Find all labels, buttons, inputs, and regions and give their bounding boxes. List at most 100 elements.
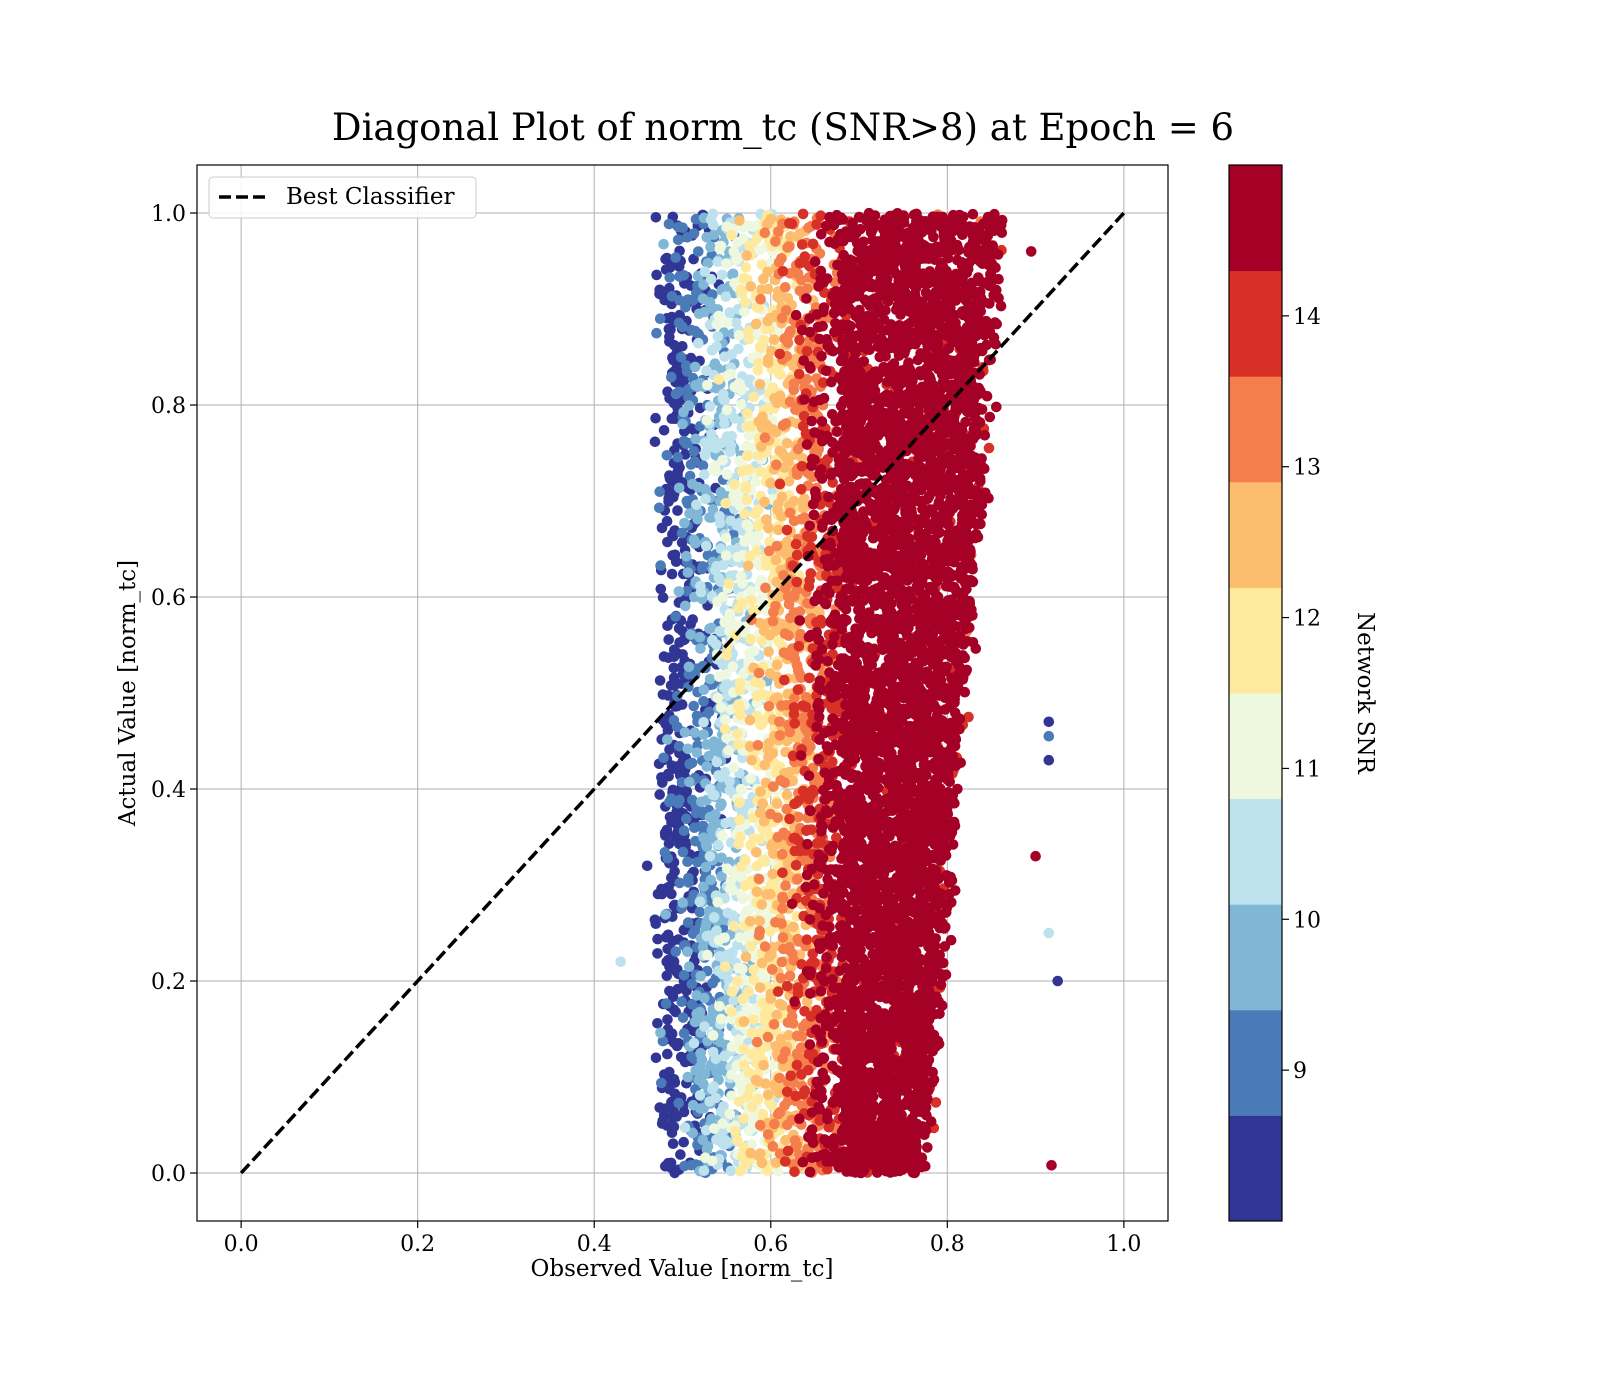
scatter-point	[706, 345, 718, 356]
scatter-point	[670, 556, 682, 567]
scatter-point	[815, 614, 826, 626]
scatter-point	[743, 464, 755, 476]
scatter-point	[663, 838, 675, 850]
scatter-point	[779, 777, 790, 788]
scatter-point	[755, 466, 766, 478]
scatter-point	[771, 1084, 783, 1095]
scatter-point	[654, 789, 665, 800]
scatter-point	[784, 507, 796, 519]
scatter-point	[720, 532, 732, 544]
scatter-point	[680, 600, 691, 612]
scatter-point	[687, 928, 699, 939]
scatter-point	[737, 963, 748, 975]
scatter-point	[698, 279, 709, 290]
scatter-point	[794, 258, 806, 269]
scatter-point	[795, 750, 807, 761]
scatter-point	[728, 246, 740, 257]
scatter-point	[692, 514, 703, 525]
scatter-point	[772, 986, 784, 997]
scatter-point	[678, 825, 690, 837]
scatter-point	[705, 273, 717, 285]
scatter-point	[658, 651, 670, 662]
scatter-point	[789, 653, 801, 665]
scatter-point	[656, 888, 668, 900]
scatter-point	[740, 297, 751, 308]
scatter-point	[793, 368, 805, 380]
scatter-point	[737, 893, 749, 905]
scatter-point	[805, 363, 816, 374]
scatter-point	[790, 860, 802, 871]
scatter-point	[676, 537, 688, 548]
scatter-point	[733, 699, 744, 710]
scatter-point	[777, 266, 789, 277]
scatter-point	[691, 499, 702, 511]
scatter-point	[776, 312, 788, 324]
scatter-point	[760, 582, 771, 594]
scatter-point	[740, 854, 751, 866]
scatter-point	[720, 714, 731, 725]
scatter-point	[804, 1166, 816, 1178]
scatter-point	[666, 413, 678, 425]
scatter-point	[768, 334, 780, 345]
scatter-point	[805, 568, 817, 579]
scatter-point	[680, 301, 691, 313]
scatter-point	[692, 381, 703, 393]
scatter-point	[707, 977, 718, 989]
scatter-point	[693, 308, 705, 320]
scatter-point	[754, 925, 765, 937]
scatter-point	[772, 831, 784, 843]
scatter-point	[709, 789, 720, 801]
scatter-point	[771, 659, 783, 671]
scatter-point	[736, 398, 747, 410]
scatter-point	[670, 946, 681, 957]
scatter-point	[688, 1037, 700, 1049]
scatter-point	[690, 433, 701, 445]
scatter-point	[668, 762, 680, 773]
scatter-point	[721, 431, 733, 442]
scatter-point	[802, 838, 813, 850]
scatter-point	[753, 450, 765, 461]
scatter-point	[754, 982, 766, 993]
scatter-point	[801, 346, 813, 357]
scatter-point	[755, 1119, 766, 1131]
scatter-point	[665, 1157, 677, 1169]
scatter-point	[712, 692, 724, 704]
scatter-point	[741, 440, 752, 452]
scatter-point	[803, 770, 815, 782]
scatter-point	[689, 822, 700, 833]
scatter-point	[726, 1069, 737, 1080]
scatter-point	[775, 390, 786, 402]
scatter-point	[668, 662, 680, 674]
scatter-point	[692, 328, 704, 339]
scatter-points	[615, 207, 1063, 1179]
scatter-point	[660, 718, 671, 730]
scatter-point	[815, 210, 826, 221]
scatter-point	[804, 914, 816, 925]
scatter-point	[727, 910, 739, 921]
scatter-point	[796, 239, 808, 250]
scatter-point	[792, 684, 804, 695]
scatter-point	[663, 881, 674, 893]
scatter-point	[664, 961, 675, 972]
scatter-point	[662, 734, 673, 745]
scatter-point	[813, 753, 824, 765]
scatter-point	[734, 932, 746, 943]
scatter-point	[666, 1127, 678, 1138]
scatter-point	[669, 1088, 681, 1100]
scatter-point	[740, 262, 752, 273]
scatter-point	[775, 369, 786, 381]
scatter-point	[696, 796, 707, 808]
scatter-point	[766, 964, 778, 975]
scatter-point	[740, 951, 752, 963]
scatter-point	[748, 391, 759, 403]
scatter-point	[681, 550, 692, 562]
scatter-point	[662, 1048, 673, 1060]
scatter-point	[690, 213, 702, 225]
scatter-point	[751, 886, 763, 898]
scatter-point	[756, 899, 767, 910]
scatter-point	[686, 978, 698, 990]
scatter-point	[751, 847, 762, 858]
scatter-point	[1043, 730, 1055, 742]
scatter-point	[733, 1034, 744, 1045]
scatter-point	[764, 926, 776, 937]
